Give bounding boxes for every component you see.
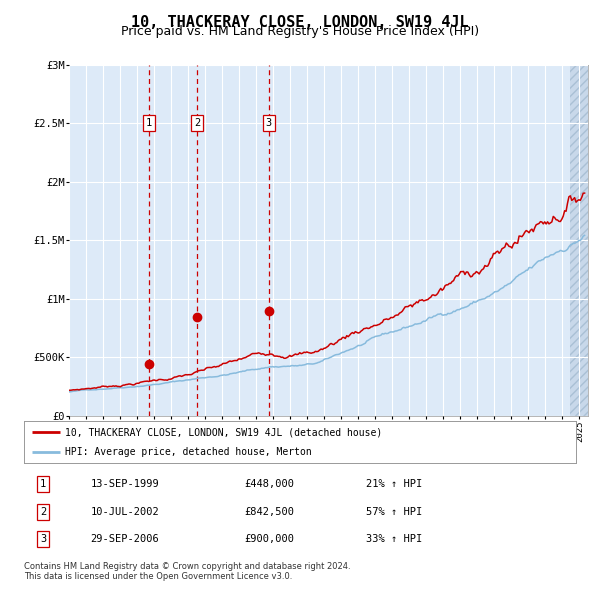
Text: 3: 3 [40, 535, 46, 544]
Text: £448,000: £448,000 [245, 480, 295, 489]
Text: 10, THACKERAY CLOSE, LONDON, SW19 4JL (detached house): 10, THACKERAY CLOSE, LONDON, SW19 4JL (d… [65, 427, 383, 437]
Text: 21% ↑ HPI: 21% ↑ HPI [366, 480, 422, 489]
Text: 1: 1 [40, 480, 46, 489]
Text: 3: 3 [266, 119, 272, 129]
Text: £900,000: £900,000 [245, 535, 295, 544]
Text: 10, THACKERAY CLOSE, LONDON, SW19 4JL: 10, THACKERAY CLOSE, LONDON, SW19 4JL [131, 15, 469, 30]
Text: 2: 2 [40, 507, 46, 517]
Text: £842,500: £842,500 [245, 507, 295, 517]
Bar [569, 65, 588, 416]
Text: Contains HM Land Registry data © Crown copyright and database right 2024.
This d: Contains HM Land Registry data © Crown c… [24, 562, 350, 581]
Text: 29-SEP-2006: 29-SEP-2006 [90, 535, 159, 544]
Text: 13-SEP-1999: 13-SEP-1999 [90, 480, 159, 489]
Text: Price paid vs. HM Land Registry's House Price Index (HPI): Price paid vs. HM Land Registry's House … [121, 25, 479, 38]
Text: 2: 2 [194, 119, 200, 129]
Text: 57% ↑ HPI: 57% ↑ HPI [366, 507, 422, 517]
Text: 1: 1 [146, 119, 152, 129]
Bar [569, 65, 588, 416]
Text: 10-JUL-2002: 10-JUL-2002 [90, 507, 159, 517]
Text: HPI: Average price, detached house, Merton: HPI: Average price, detached house, Mert… [65, 447, 312, 457]
Text: 33% ↑ HPI: 33% ↑ HPI [366, 535, 422, 544]
